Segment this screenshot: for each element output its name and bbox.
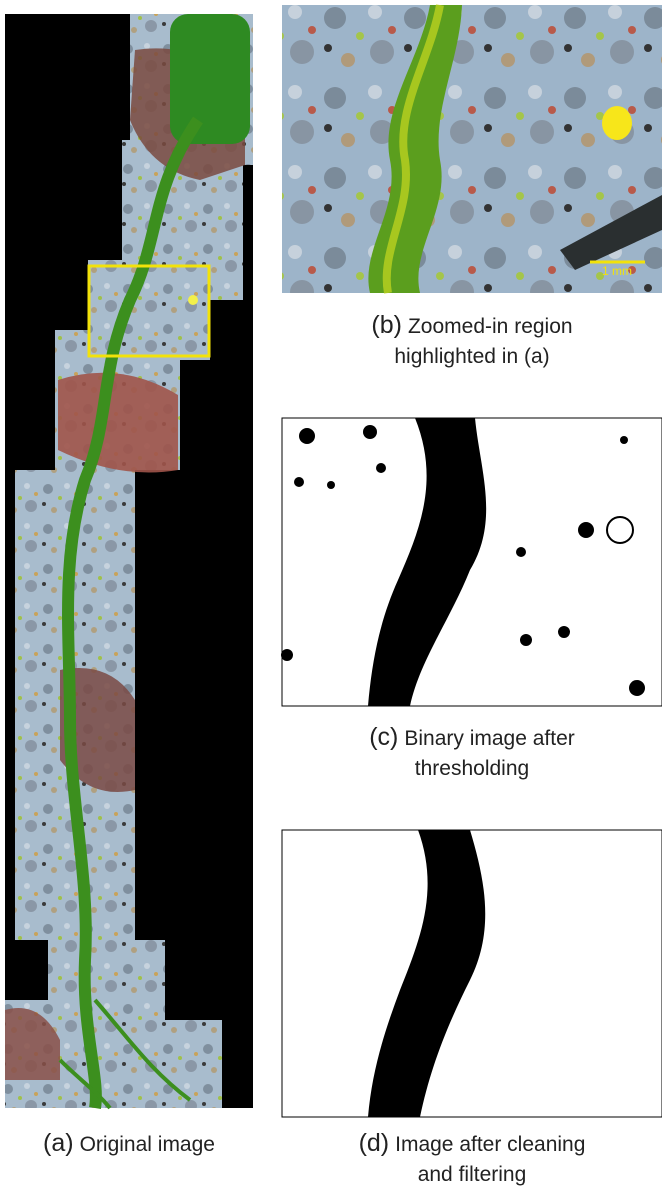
figure: 1 mm — [0, 0, 662, 1191]
page: 1 mm (a) Original image (b) Zoomed-in regi… — [0, 0, 662, 1191]
caption-line: Original image — [80, 1133, 215, 1156]
panel-label: (c) — [369, 723, 398, 751]
caption-b: (b) Zoomed-in region highlighted in (a) — [282, 310, 662, 372]
caption-a: (a) Original image — [0, 1128, 258, 1160]
panel-label: (d) — [359, 1129, 390, 1157]
panel-label: (b) — [371, 311, 402, 339]
binary-image — [281, 418, 662, 706]
scale-bar-label: 1 mm — [602, 264, 632, 278]
caption-line: Binary image after — [404, 727, 574, 750]
caption-line: highlighted in (a) — [282, 342, 662, 372]
caption-line: Image after cleaning — [395, 1133, 585, 1156]
filtered-image — [282, 830, 662, 1117]
caption-line: and filtering — [282, 1160, 662, 1190]
caption-d: (d)Image after cleaning and filtering — [282, 1128, 662, 1190]
original-image — [5, 14, 253, 1108]
zoomed-image: 1 mm — [282, 5, 662, 293]
panel-label: (a) — [43, 1129, 74, 1157]
caption-c: (c) Binary image after thresholding — [282, 722, 662, 784]
caption-line: Zoomed-in region — [408, 315, 573, 338]
caption-line: thresholding — [282, 754, 662, 784]
